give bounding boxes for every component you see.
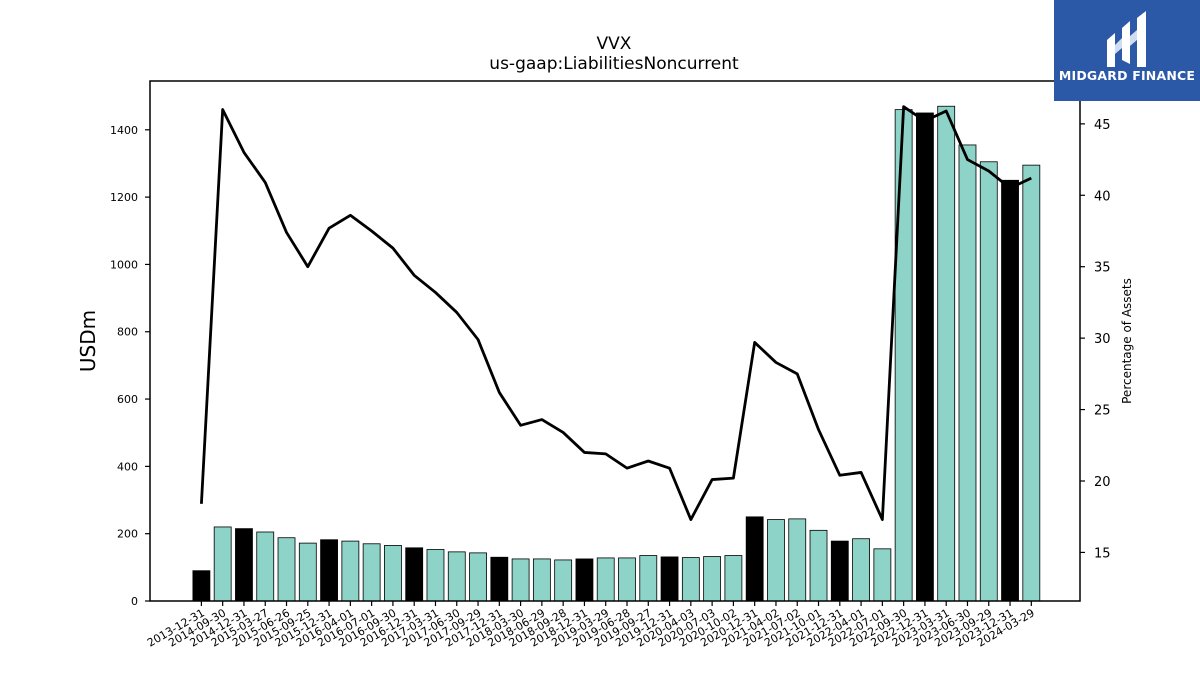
bar <box>384 545 402 602</box>
bar <box>235 528 253 602</box>
y-tick-label: 0 <box>131 595 138 608</box>
bar <box>979 161 998 602</box>
bar <box>490 556 509 602</box>
bar <box>894 109 913 602</box>
y-tick-label: 400 <box>117 460 138 473</box>
y-tick-label: 600 <box>117 393 138 406</box>
y2-tick-label: 30 <box>1094 332 1111 347</box>
bar <box>1001 179 1019 602</box>
bar <box>575 558 594 602</box>
bar-group <box>192 105 1041 602</box>
bar <box>596 557 615 602</box>
y-tick-label: 200 <box>117 528 138 541</box>
bar <box>426 549 445 602</box>
chart-subtitle: us-gaap:LiabilitiesNoncurrent <box>489 54 739 74</box>
y2-tick-label: 35 <box>1094 261 1111 276</box>
bar <box>511 558 530 602</box>
y2-tick-label: 45 <box>1094 118 1111 133</box>
y2-tick-label: 40 <box>1094 189 1111 204</box>
bar <box>767 519 785 602</box>
bar <box>916 112 934 602</box>
logo-text: MIDGARD FINANCE <box>1058 68 1196 83</box>
line-group <box>200 105 1032 521</box>
bar <box>256 531 275 602</box>
bar <box>341 540 360 602</box>
bar <box>1022 164 1041 602</box>
bar <box>554 559 573 602</box>
y-axis-label: USDm <box>76 310 100 372</box>
bar <box>639 555 658 602</box>
bar <box>469 552 487 602</box>
bar <box>745 516 764 602</box>
y-tick-label: 800 <box>117 326 138 339</box>
y2-tick-label: 15 <box>1094 546 1111 561</box>
bar <box>405 547 424 602</box>
bar <box>788 518 807 602</box>
y-tick-label: 1400 <box>110 124 138 137</box>
bar <box>320 539 338 602</box>
bar <box>362 543 381 602</box>
bar <box>447 551 466 602</box>
logo: MIDGARD FINANCE <box>1054 0 1200 101</box>
bar <box>958 144 977 602</box>
bar <box>937 105 956 602</box>
bar <box>852 538 870 602</box>
bar <box>830 540 849 602</box>
plot-frame <box>149 80 1081 602</box>
bar <box>618 557 636 602</box>
midgard-logo-icon <box>1107 11 1146 67</box>
bar <box>277 537 296 602</box>
bar <box>298 542 317 602</box>
bar <box>873 548 892 602</box>
bar <box>724 555 743 602</box>
bar <box>809 529 828 602</box>
bar <box>703 556 722 602</box>
axes-group: 0200400600800100012001400152025303540452… <box>110 118 1111 650</box>
y2-axis-label: Percentage of Assets <box>1120 278 1134 404</box>
y-tick-label: 1200 <box>110 191 138 204</box>
bar <box>532 558 551 602</box>
bar <box>660 556 679 602</box>
series-line <box>200 105 1032 521</box>
bar <box>192 570 211 602</box>
y2-tick-label: 20 <box>1094 475 1111 490</box>
y2-tick-label: 25 <box>1094 404 1111 419</box>
bar <box>681 557 700 602</box>
y-tick-label: 1000 <box>110 258 138 271</box>
chart-title: VVX <box>597 34 632 54</box>
bar <box>213 526 232 602</box>
